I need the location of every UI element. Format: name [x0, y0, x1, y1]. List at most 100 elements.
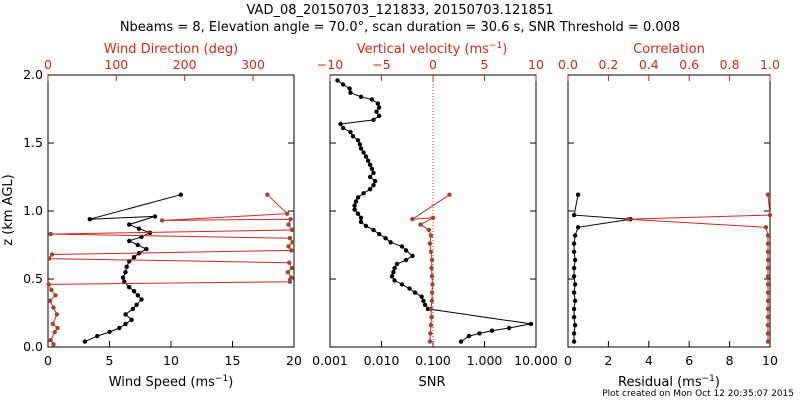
correlation-point [765, 192, 771, 197]
top-tick-label: 0.2 [598, 57, 618, 72]
residual-axis-label: Residual (ms−1) [618, 374, 720, 390]
snr-point [369, 166, 375, 171]
wind-speed-point [130, 306, 136, 312]
snr-point [367, 162, 373, 167]
correlation-point [765, 282, 771, 287]
snr-point [458, 339, 464, 344]
residual-point [571, 290, 577, 295]
bottom-tick-label: 4 [645, 353, 653, 368]
bottom-tick-label: 20 [286, 353, 302, 368]
vertical-velocity-point [427, 339, 433, 344]
y-tick-label: 0.0 [23, 339, 43, 354]
wind-speed-point [134, 302, 139, 307]
wind-speed-point [122, 279, 127, 284]
correlation-point [765, 233, 771, 238]
unit-close-paren: ) [715, 375, 720, 390]
snr-point [367, 174, 373, 180]
unit-close-paren: ) [228, 375, 233, 390]
wind-direction-point [287, 260, 292, 265]
y-axis-label: z (km AGL) [1, 174, 16, 245]
snr-point [358, 215, 364, 220]
wind-direction-point [287, 236, 293, 241]
top-tick-label: 0.8 [720, 57, 740, 72]
bottom-tick-label: 10 [762, 353, 778, 368]
data-marks [46, 75, 773, 347]
snr-point [388, 240, 393, 245]
figure-subtitle: Nbeams = 8, Elevation angle = 70.0°, sca… [120, 20, 680, 35]
snr-point [369, 97, 375, 102]
wind-direction-point [48, 338, 53, 343]
vertical-velocity-point [428, 233, 434, 238]
snr-point [399, 244, 405, 249]
snr-point [466, 333, 472, 339]
top-tick-label: 0 [429, 57, 437, 72]
vertical-velocity-point [428, 249, 434, 254]
residual-point [575, 192, 581, 197]
correlation-point [765, 257, 771, 263]
wind-direction-point [285, 211, 290, 216]
vertical-velocity-point [429, 298, 435, 303]
panel-residual-frame [567, 74, 771, 348]
snr-point [361, 150, 366, 155]
wind-speed-point [95, 333, 100, 339]
wind-direction-point [47, 256, 52, 261]
bottom-tick-label: 1.000 [467, 353, 503, 368]
top-tick-label: 0.6 [679, 57, 699, 72]
unit-exponent: −1 [215, 374, 228, 384]
snr-point [361, 191, 366, 196]
snr-point [367, 187, 373, 192]
wind-speed-point [178, 192, 183, 197]
wind-direction-point [289, 265, 295, 271]
wind-speed-point [135, 293, 140, 298]
residual-point [572, 282, 578, 287]
residual-line [573, 194, 631, 342]
unit-exponent: −1 [702, 374, 715, 384]
wind-direction-point [46, 282, 51, 287]
wind-speed-point [123, 270, 128, 275]
snr-point [376, 231, 382, 237]
top-tick-label: 0.4 [639, 57, 659, 72]
snr-point [358, 219, 364, 225]
snr-point [399, 282, 405, 287]
snr-point [372, 178, 378, 184]
residual-point [571, 265, 577, 271]
snr-point [392, 278, 397, 283]
wind-speed-point [144, 246, 149, 252]
wind-speed-point [135, 242, 140, 248]
snr-point [335, 78, 340, 83]
snr-point [358, 94, 364, 100]
wind-direction-point [51, 305, 56, 310]
wind-direction-point [159, 218, 165, 223]
y-tick-label: 0.5 [23, 271, 43, 286]
bottom-tick-label: 10 [163, 353, 179, 368]
wind-speed-point [131, 255, 137, 260]
correlation-axis-label: Correlation [633, 42, 705, 57]
vertical-velocity-point [447, 192, 452, 197]
top-tick-label: −5 [372, 57, 390, 72]
correlation-point [765, 314, 771, 320]
snr-point [363, 223, 369, 229]
snr-point [412, 290, 418, 295]
top-tick-label: −10 [317, 57, 343, 72]
snr-point [348, 129, 353, 135]
wind-speed-point [123, 312, 128, 317]
wind-direction-point [55, 325, 60, 331]
snr-point [383, 236, 388, 241]
snr-point [371, 183, 376, 188]
correlation-line [628, 194, 771, 342]
snr-point [506, 325, 512, 331]
snr-point [340, 82, 346, 87]
top-tick-label: 300 [241, 57, 265, 72]
wind-speed-point [107, 329, 112, 335]
snr-point [376, 113, 382, 119]
bottom-tick-label: 10.000 [514, 353, 558, 368]
correlation-point [763, 225, 769, 230]
correlation-point [765, 323, 771, 328]
snr-point [355, 211, 361, 216]
correlation-point [765, 265, 771, 271]
wind-direction-point [290, 240, 295, 245]
wind-direction-point [48, 231, 53, 237]
vertical-velocity-point [430, 215, 436, 220]
snr-point [347, 86, 352, 91]
